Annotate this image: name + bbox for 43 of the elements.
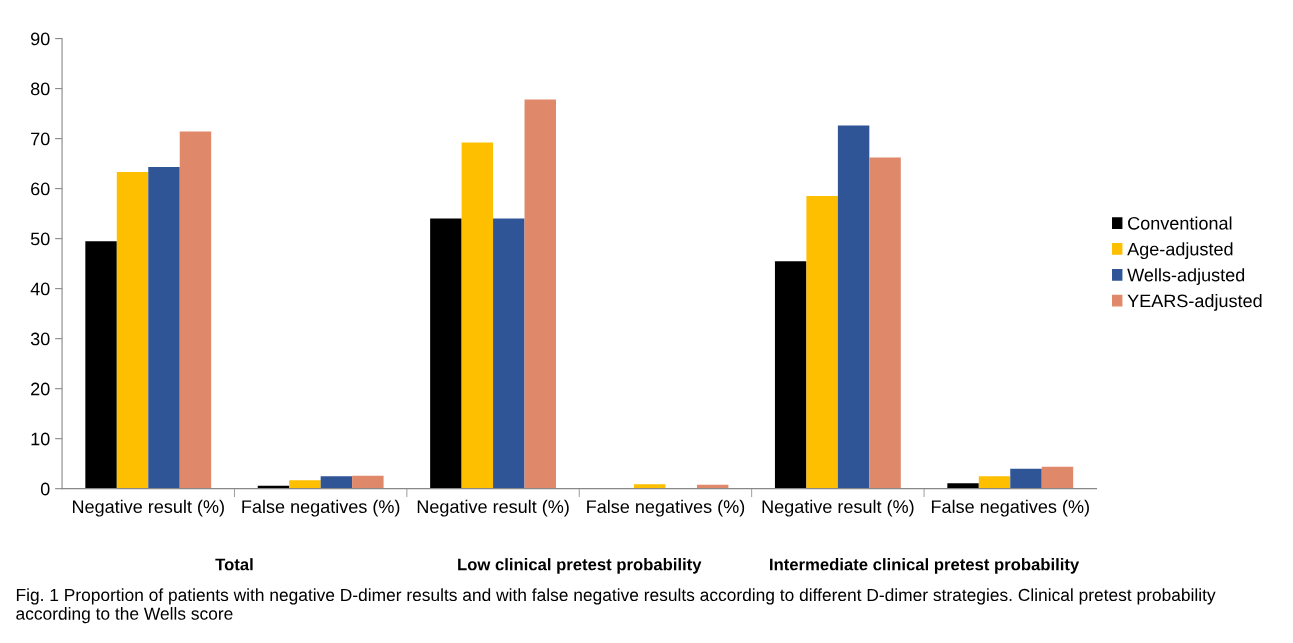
- text: Intermediate clinical pretest probability: [770, 558, 1080, 574]
- x-tick-label: False negatives (%): [931, 499, 1089, 517]
- bar: [493, 218, 525, 489]
- legend-label: Age-adjusted: [1127, 242, 1233, 260]
- y-tick-label: 40: [30, 282, 50, 296]
- bar: [289, 480, 321, 489]
- y-tick-label: 10: [31, 432, 50, 446]
- y-tick-label: 70: [31, 132, 50, 146]
- x-tick-label: False negatives (%): [587, 499, 745, 517]
- legend-label: Wells-adjusted: [1127, 268, 1245, 285]
- legend-label: Conventional: [1128, 216, 1232, 230]
- bar: [978, 476, 1011, 489]
- legend-label: YEARS-adjusted: [1127, 294, 1262, 311]
- x-tick-label: Negative result (%): [417, 499, 569, 517]
- bar: [430, 218, 462, 489]
- bar: [774, 261, 807, 489]
- y-tick-label: 80: [30, 82, 50, 96]
- bar: [524, 99, 556, 489]
- y-tick-label: 50: [30, 232, 50, 246]
- x-tick-label: False negatives (%): [242, 499, 400, 517]
- bar: [1010, 468, 1042, 489]
- bar: [352, 475, 384, 489]
- y-tick-label: 90: [31, 32, 50, 46]
- bar: [869, 157, 901, 489]
- bar: [85, 241, 117, 489]
- bar: [837, 125, 870, 489]
- text: Total: [215, 558, 253, 571]
- x-tick-label: Negative result (%): [762, 499, 914, 517]
- y-tick-label: 20: [31, 382, 50, 396]
- bar: [179, 131, 212, 489]
- x-tick-label: Negative result (%): [72, 499, 224, 517]
- y-tick-label: 0: [40, 482, 50, 496]
- bar: [148, 167, 180, 489]
- bar: [1041, 466, 1074, 489]
- bar: [116, 172, 149, 489]
- bar: [461, 142, 494, 489]
- bar: [320, 476, 353, 489]
- y-tick-label: 60: [31, 182, 50, 196]
- bar: [806, 196, 838, 489]
- bar: [947, 483, 979, 489]
- y-tick-label: 30: [30, 332, 50, 346]
- caption: Fig. 1 Proportion of patients with negative D-dimer results and with false negative results according to different D-dimer strategies. Clinical pretest probability according to the Wells score: [16, 588, 1216, 624]
- text: Low clinical pretest probability: [458, 558, 702, 574]
